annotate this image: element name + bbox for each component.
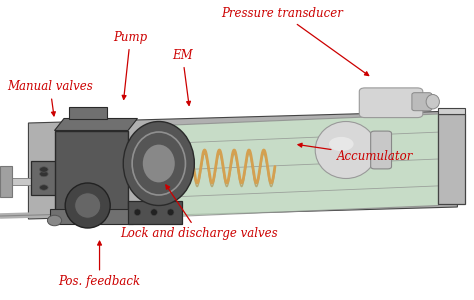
Ellipse shape <box>39 185 48 190</box>
Ellipse shape <box>329 137 354 151</box>
Text: Pressure transducer: Pressure transducer <box>221 7 369 76</box>
FancyBboxPatch shape <box>55 130 128 212</box>
Ellipse shape <box>134 209 141 215</box>
FancyBboxPatch shape <box>359 88 423 118</box>
Ellipse shape <box>39 167 48 172</box>
Text: Pump: Pump <box>113 31 147 99</box>
FancyBboxPatch shape <box>412 93 432 111</box>
Polygon shape <box>149 114 438 218</box>
Ellipse shape <box>426 94 439 109</box>
Text: Pos. feedback: Pos. feedback <box>58 241 141 289</box>
Ellipse shape <box>47 215 62 226</box>
FancyBboxPatch shape <box>31 160 57 195</box>
Ellipse shape <box>75 193 100 218</box>
Ellipse shape <box>143 145 175 182</box>
Ellipse shape <box>39 171 48 177</box>
FancyBboxPatch shape <box>438 114 465 204</box>
Text: Manual valves: Manual valves <box>7 80 93 116</box>
Ellipse shape <box>167 209 174 215</box>
Text: Accumulator: Accumulator <box>298 143 413 163</box>
Ellipse shape <box>65 183 110 228</box>
Ellipse shape <box>151 209 157 215</box>
FancyBboxPatch shape <box>0 178 55 184</box>
Polygon shape <box>55 118 137 130</box>
Polygon shape <box>28 111 457 219</box>
FancyBboxPatch shape <box>69 106 107 119</box>
Ellipse shape <box>315 122 377 178</box>
Text: Lock and discharge valves: Lock and discharge valves <box>120 185 278 241</box>
Ellipse shape <box>123 122 194 206</box>
FancyBboxPatch shape <box>50 208 133 224</box>
FancyBboxPatch shape <box>128 201 182 224</box>
Text: EM: EM <box>172 49 193 105</box>
FancyBboxPatch shape <box>371 131 392 169</box>
Polygon shape <box>438 108 465 114</box>
FancyBboxPatch shape <box>0 167 12 197</box>
